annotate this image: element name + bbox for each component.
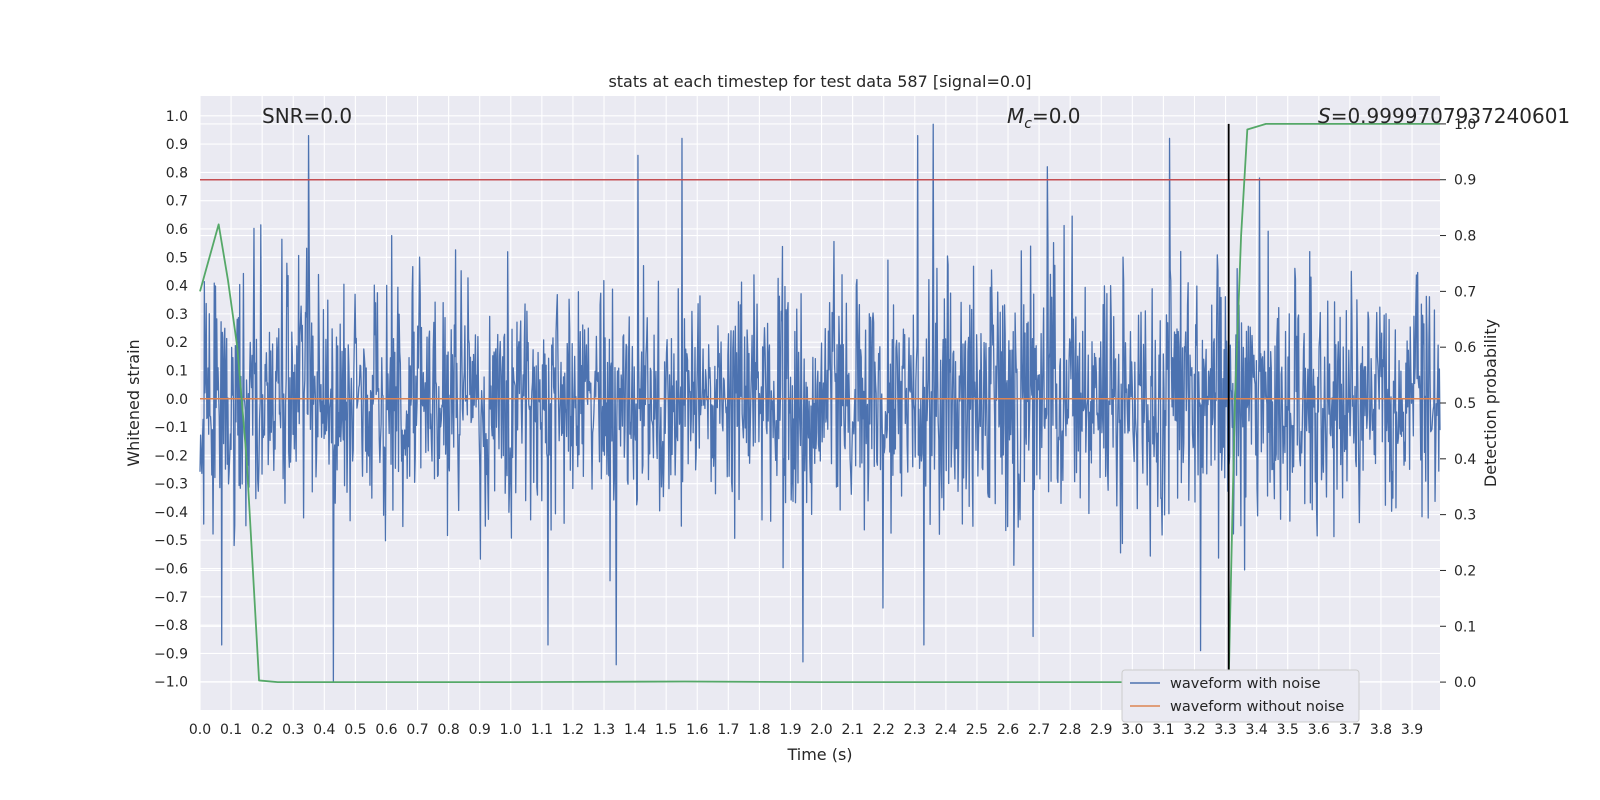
x-tick-label: 2.3 (904, 722, 926, 738)
x-tick-label: 1.0 (500, 722, 522, 738)
y-right-tick-label: 0.2 (1454, 563, 1476, 579)
x-tick-label: 0.5 (344, 722, 366, 738)
y-tick-label: −0.5 (154, 533, 188, 549)
x-tick-label: 3.5 (1277, 722, 1299, 738)
score-value: =0.9999707937240601 (1331, 104, 1570, 128)
x-tick-label: 1.7 (717, 722, 739, 738)
x-tick-label: 2.2 (873, 722, 895, 738)
legend-label-noise: waveform with noise (1170, 676, 1321, 692)
x-tick-label: 3.7 (1339, 722, 1361, 738)
chirp-mass-annotation: Mc=0.0 (1007, 104, 1081, 132)
x-tick-label: 2.9 (1090, 722, 1112, 738)
chirp-mass-symbol: M (1007, 104, 1024, 128)
y-tick-label: −0.8 (154, 618, 188, 634)
x-tick-label: 2.7 (1028, 722, 1050, 738)
x-tick-label: 2.8 (1059, 722, 1081, 738)
legend: waveform with noise waveform without noi… (1121, 669, 1360, 723)
y-tick-label: −0.9 (154, 646, 188, 662)
y-tick-label: 0.8 (166, 165, 188, 181)
y-tick-label: 0.9 (166, 137, 188, 153)
x-tick-label: 1.8 (748, 722, 770, 738)
y-tick-label: −0.7 (154, 590, 188, 606)
x-tick-label: 0.0 (189, 722, 211, 738)
y-tick-label: −0.1 (154, 420, 188, 436)
legend-box (1121, 669, 1360, 723)
y-right-tick-label: 1.0 (1454, 117, 1476, 133)
x-tick-label: 3.8 (1370, 722, 1392, 738)
y-tick-label: 0.2 (166, 335, 188, 351)
x-tick-label: 0.6 (375, 722, 397, 738)
y-tick-label: 0.3 (166, 307, 188, 323)
x-tick-label: 1.4 (624, 722, 646, 738)
detection-probability-line (199, 123, 1440, 683)
x-tick-label: 3.9 (1401, 722, 1423, 738)
score-symbol: S (1318, 104, 1331, 128)
x-tick-label: 1.6 (686, 722, 708, 738)
y-tick-label: 0.6 (166, 222, 188, 238)
y-right-tick-label: 0.4 (1454, 452, 1476, 468)
y-right-tick-label: 0.8 (1454, 229, 1476, 245)
x-tick-label: 0.4 (313, 722, 335, 738)
x-tick-label: 0.3 (282, 722, 304, 738)
x-axis-title: Time (s) (786, 745, 852, 764)
y-tick-label: 0.7 (166, 194, 188, 210)
y-tick-label: 0.5 (166, 250, 188, 266)
legend-label-clean: waveform without noise (1170, 699, 1344, 715)
y-axis-title: Whitened strain (124, 339, 143, 466)
x-tick-label: 0.2 (251, 722, 273, 738)
y-right-tick-label: 0.6 (1454, 340, 1476, 356)
x-tick-label: 1.2 (562, 722, 584, 738)
chirp-mass-subscript: c (1024, 116, 1032, 132)
y-right-tick-label: 0.1 (1454, 619, 1476, 635)
x-tick-label: 0.1 (220, 722, 242, 738)
y-tick-label: 1.0 (166, 109, 188, 125)
score-annotation: S=0.9999707937240601 (1318, 104, 1570, 128)
chart-title: stats at each timestep for test data 587… (608, 72, 1031, 91)
y-tick-label: −0.4 (154, 505, 188, 521)
x-tick-label: 2.4 (935, 722, 957, 738)
y-right-tick-label: 0.7 (1454, 284, 1476, 300)
x-tick-label: 0.7 (406, 722, 428, 738)
x-tick-label: 2.5 (966, 722, 988, 738)
x-tick-label: 3.6 (1308, 722, 1330, 738)
axis-ticks: 0.0 0.1 0.2 0.3 0.4 0.5 0.6 0.7 0.8 0.9 1.0 1.1 1.2 1… (154, 109, 1476, 738)
x-tick-label: 1.9 (779, 722, 801, 738)
x-tick-label: 2.0 (810, 722, 832, 738)
y-right-tick-label: 0.3 (1454, 508, 1476, 524)
y-tick-label: −0.6 (154, 562, 188, 578)
x-tick-label: 1.5 (655, 722, 677, 738)
y-tick-label: −1.0 (154, 675, 188, 691)
y-tick-label: −0.2 (154, 448, 188, 464)
x-tick-label: 2.1 (841, 722, 863, 738)
y-axis-right-title: Detection probability (1481, 319, 1500, 487)
y-right-tick-label: 0.0 (1454, 675, 1476, 691)
x-tick-label: 3.1 (1152, 722, 1174, 738)
x-tick-label: 1.3 (593, 722, 615, 738)
x-tick-label: 3.3 (1214, 722, 1236, 738)
chirp-mass-value: =0.0 (1032, 104, 1081, 128)
overlay-lines (199, 123, 1440, 710)
y-right-tick-label: 0.5 (1454, 396, 1476, 412)
y-right-tick-label: 0.9 (1454, 173, 1476, 189)
x-tick-label: 0.9 (469, 722, 491, 738)
y-tick-label: −0.3 (154, 477, 188, 493)
x-tick-label: 0.8 (437, 722, 459, 738)
x-tick-label: 2.6 (997, 722, 1019, 738)
x-tick-label: 3.0 (1121, 722, 1143, 738)
x-tick-label: 1.1 (531, 722, 553, 738)
x-tick-label: 3.4 (1246, 722, 1268, 738)
y-tick-label: 0.4 (166, 279, 188, 295)
y-tick-label: 0.0 (166, 392, 188, 408)
snr-annotation: SNR=0.0 (262, 104, 352, 128)
y-tick-label: 0.1 (166, 363, 188, 379)
x-tick-label: 3.2 (1183, 722, 1205, 738)
